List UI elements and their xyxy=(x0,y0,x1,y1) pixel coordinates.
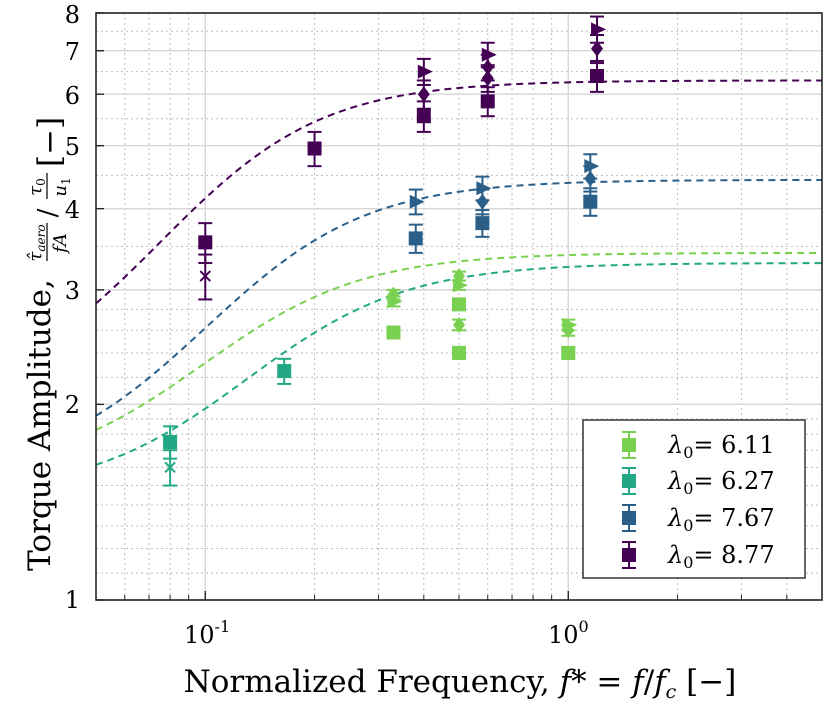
y-tick-label-8: 8 xyxy=(65,1,80,29)
y-label-denominator-1: fA xyxy=(50,233,71,255)
point-s2-1 xyxy=(408,223,423,254)
point-s0-1 xyxy=(386,294,403,309)
marker-cross xyxy=(164,461,176,474)
point-s1-2 xyxy=(277,357,292,385)
marker-triangle xyxy=(476,181,492,196)
marker-square xyxy=(583,194,598,209)
legend-marker-series-1 xyxy=(622,467,636,495)
legend-label-6.11: λ0= 6.11 xyxy=(667,431,775,462)
legend-square xyxy=(622,548,636,562)
point-s0-5 xyxy=(452,297,466,312)
marker-square xyxy=(386,325,401,340)
point-s3-3 xyxy=(416,57,433,86)
marker-square xyxy=(408,231,423,246)
y-label-numerator-1: τ̂aero xyxy=(25,224,48,261)
y-tick-label-5: 5 xyxy=(65,133,80,161)
point-s2-7 xyxy=(583,187,598,217)
legend-label-8.77: λ0= 8.77 xyxy=(667,541,775,572)
point-s1-1 xyxy=(163,449,178,487)
y-label-slash: / xyxy=(33,208,63,217)
marker-cross xyxy=(199,270,211,282)
marker-diamond xyxy=(562,322,575,339)
marker-diamond xyxy=(476,193,489,210)
legend-label-6.27: λ0= 6.27 xyxy=(667,467,775,498)
marker-square xyxy=(277,364,292,379)
x-tick-labels: 10-1 100 xyxy=(184,617,589,649)
point-s3-12 xyxy=(590,59,605,93)
marker-square xyxy=(198,235,213,250)
marker-square xyxy=(416,109,431,124)
point-s0-10 xyxy=(561,345,576,360)
fit-line-series-3 xyxy=(95,79,823,305)
legend-marker-series-0 xyxy=(622,431,636,459)
legend-square xyxy=(622,438,636,452)
y-tick-label-3: 3 xyxy=(65,277,80,305)
marker-triangle xyxy=(453,278,468,293)
marker-square xyxy=(307,141,322,156)
y-axis-label-text: Torque Amplitude, xyxy=(22,279,58,571)
marker-square xyxy=(452,297,466,312)
y-tick-label-1: 1 xyxy=(65,586,80,614)
cross-stroke xyxy=(164,461,176,474)
marker-diamond xyxy=(417,86,430,103)
marker-square xyxy=(475,216,490,231)
fit-line-series-2 xyxy=(95,178,822,417)
marker-triangle xyxy=(387,294,403,309)
data-points xyxy=(163,15,607,487)
point-s0-9 xyxy=(561,322,576,339)
legend-markers xyxy=(622,431,636,569)
x-tick-label-0.1: 10-1 xyxy=(184,617,230,649)
marker-diamond xyxy=(481,70,494,87)
legend: λ0= 6.11 λ0= 6.27 λ0= 7.67 λ0= 8.77 xyxy=(582,419,806,579)
point-s3-2 xyxy=(307,130,322,168)
marker-triangle xyxy=(409,194,425,209)
marker-triangle xyxy=(591,22,607,37)
marker-diamond xyxy=(584,170,597,187)
axis-ticks xyxy=(95,12,823,601)
marker-square xyxy=(590,68,605,83)
marker-square xyxy=(163,435,178,450)
y-tick-label-6: 6 xyxy=(65,82,80,110)
point-s0-2 xyxy=(386,325,401,340)
marker-square xyxy=(452,345,466,360)
marker-square xyxy=(561,345,576,360)
x-tick-label-1: 100 xyxy=(548,617,589,649)
point-s0-6 xyxy=(452,316,466,333)
point-s3-1 xyxy=(198,253,213,301)
point-s3-9 xyxy=(480,86,495,118)
point-s3-5 xyxy=(416,100,431,133)
point-s2-4 xyxy=(475,209,490,238)
point-s0-7 xyxy=(452,345,466,360)
point-s3-11 xyxy=(590,34,605,65)
marker-diamond xyxy=(453,316,465,333)
point-s2-0 xyxy=(408,188,425,216)
y-axis-label: Torque Amplitude, τ̂aero fA / τ0 u1 [−] xyxy=(22,117,73,571)
marker-triangle xyxy=(417,64,433,79)
point-s0-4 xyxy=(452,278,468,293)
y-tick-labels: 1 2 3 4 5 6 7 8 xyxy=(65,1,80,614)
legend-marker-series-3 xyxy=(622,541,636,569)
x-axis-label: Normalized Frequency, f* = f/fc [−] xyxy=(184,664,737,703)
point-s3-8 xyxy=(480,64,495,93)
legend-square xyxy=(622,474,636,488)
legend-label-7.67: λ0= 7.67 xyxy=(667,504,775,535)
y-tick-label-7: 7 xyxy=(65,38,80,66)
y-tick-label-4: 4 xyxy=(65,196,80,224)
legend-box xyxy=(582,419,806,579)
marker-square xyxy=(480,94,495,109)
legend-square xyxy=(622,511,636,525)
y-label-numerator-2: τ0 xyxy=(25,178,48,196)
marker-diamond xyxy=(591,40,604,57)
legend-marker-series-2 xyxy=(622,504,636,532)
y-label-denominator-2: u1 xyxy=(50,177,73,196)
cross-stroke xyxy=(199,270,211,282)
y-tick-label-2: 2 xyxy=(65,391,80,419)
y-label-units: [−] xyxy=(32,117,68,167)
